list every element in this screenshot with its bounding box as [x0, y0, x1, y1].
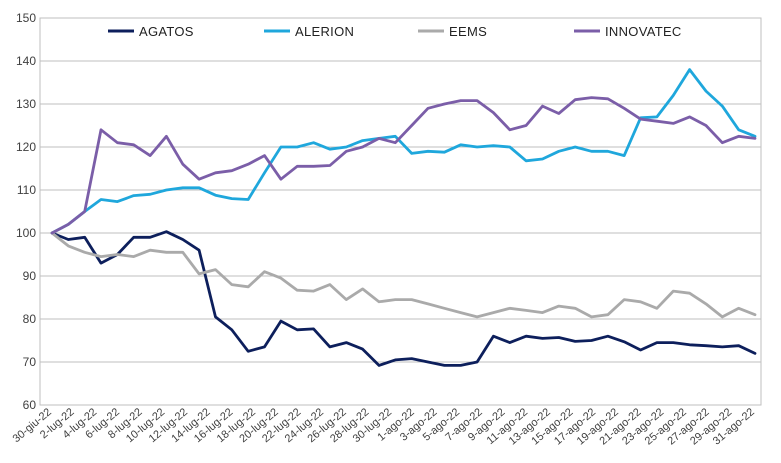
- y-tick-label: 150: [16, 11, 36, 25]
- y-tick-label: 140: [16, 54, 36, 68]
- y-tick-label: 120: [16, 140, 36, 154]
- series-lines: [50, 68, 757, 367]
- y-tick-label: 110: [17, 183, 36, 197]
- legend-label-eems: EEMS: [449, 24, 487, 39]
- series-line-innovatec: [50, 96, 757, 235]
- legend-label-innovatec: INNOVATEC: [605, 24, 682, 39]
- y-tick-label: 100: [16, 226, 36, 240]
- legend-label-alerion: ALERION: [295, 24, 354, 39]
- y-tick-label: 90: [23, 269, 37, 283]
- y-tick-label: 70: [23, 355, 37, 369]
- series-line-agatos: [50, 230, 757, 367]
- y-tick-label: 130: [16, 97, 36, 111]
- plot-frame: [39, 17, 762, 406]
- series-line-eems: [50, 231, 757, 319]
- series-line-alerion: [50, 68, 757, 235]
- y-tick-label: 80: [23, 312, 37, 326]
- legend: AGATOS ALERION EEMS INNOVATEC: [108, 24, 682, 39]
- y-axis-tick-labels: 60 70 80 90 100 110 120 130 140 150: [16, 11, 36, 412]
- legend-label-agatos: AGATOS: [139, 24, 194, 39]
- y-gridlines: [40, 17, 761, 406]
- x-axis-tick-labels: 30-giu-222-lug-224-lug-226-lug-228-lug-2…: [11, 406, 757, 447]
- y-tick-label: 60: [23, 398, 37, 412]
